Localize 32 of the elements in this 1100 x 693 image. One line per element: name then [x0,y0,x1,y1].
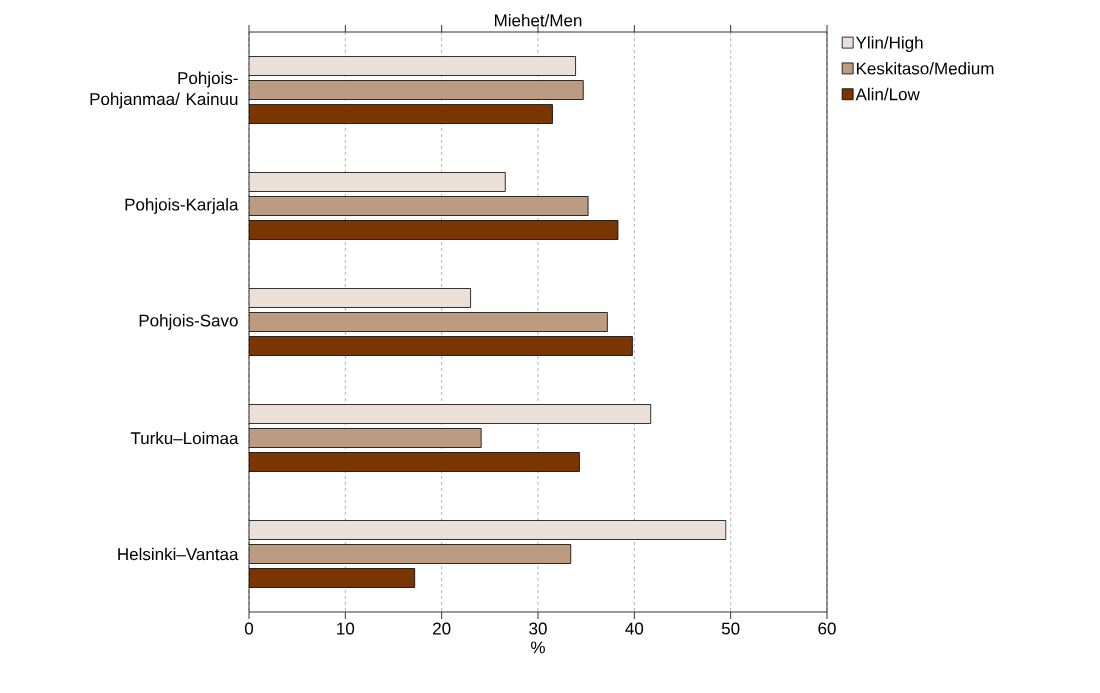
x-tick-label: 20 [433,622,451,635]
chart-title: Miehet/Men [494,13,582,27]
y-tick-label: Pohjois-Karjala [125,198,239,214]
bar [249,80,584,100]
bar [249,544,572,564]
y-tick-label: Pohjois-Savo [139,314,238,330]
x-tick-label: 10 [337,622,355,635]
legend-label: Keskitaso/Medium [856,62,994,75]
x-axis-title: % [531,641,545,654]
bar [249,568,416,588]
bar [249,104,553,124]
bar [249,196,589,216]
x-tick-label: 50 [721,622,740,635]
x-tick-label: 30 [529,622,547,635]
bar [249,312,608,332]
y-tick-label: Pohjois-Pohjanmaa/ Kainuu [90,71,238,109]
bar [249,452,580,472]
bar [249,404,652,424]
legend-label: Ylin/High [855,36,923,53]
bar [249,336,633,356]
bar [249,220,619,240]
x-tick-label: 60 [818,622,836,635]
bar [249,56,576,76]
x-tick-label: 0 [244,622,254,635]
x-tick-label: 40 [625,622,644,635]
y-tick-label: Helsinki–Vantaa [118,547,239,561]
bar [249,428,482,448]
bar [249,288,471,308]
bar [249,172,506,192]
y-tick-label: Turku–Loimaa [130,431,239,445]
legend-label: Alin/Low [855,87,920,101]
bar [249,520,727,540]
